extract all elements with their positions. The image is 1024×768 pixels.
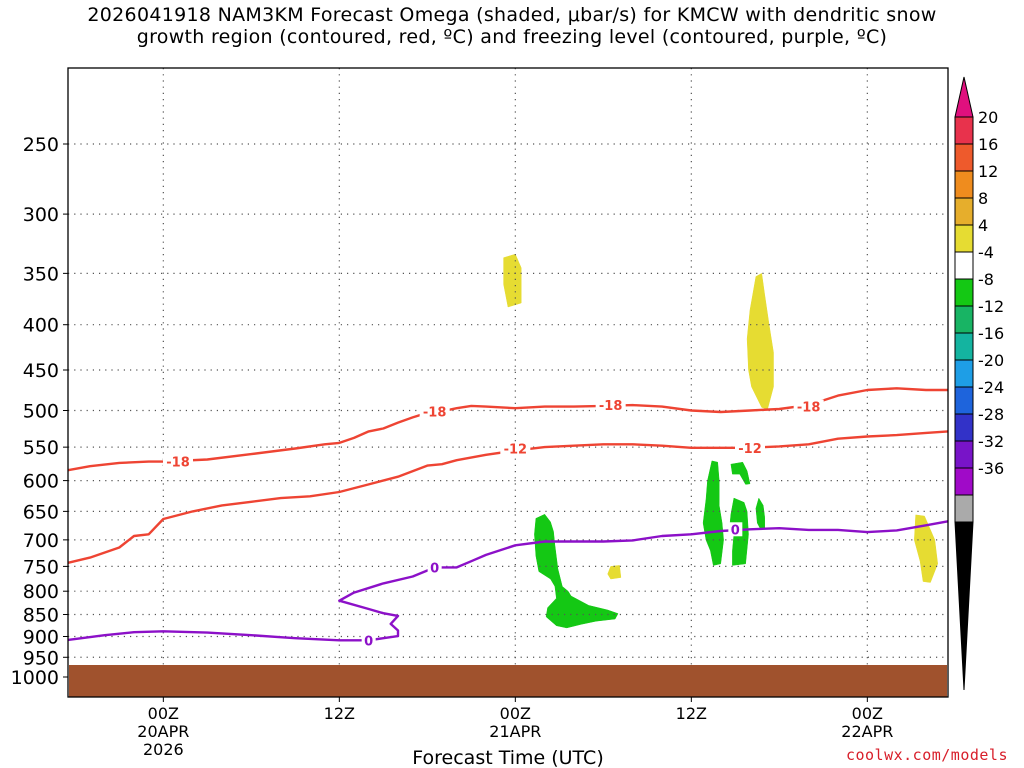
x-tick-sublabel: 20APR xyxy=(137,722,189,741)
colorbar-label: -28 xyxy=(978,405,1004,424)
y-tick-label: 250 xyxy=(23,134,59,156)
omega-region-4 xyxy=(534,513,619,629)
colorbar-swatch-9 xyxy=(954,359,974,388)
colorbar: 20 16 12 8 4 -4 -8 -12 -16 -20 -24 -28 -32 -36 xyxy=(954,76,1004,691)
colorbar-label: -20 xyxy=(978,351,1004,370)
colorbar-label: 4 xyxy=(978,216,988,235)
colorbar-label: 8 xyxy=(978,189,988,208)
x-tick-sublabel: 22APR xyxy=(841,722,893,741)
colorbar-swatch-13 xyxy=(954,467,974,496)
colorbar-swatch-12 xyxy=(954,440,974,469)
colorbar-label: 20 xyxy=(978,108,998,127)
omega-shading xyxy=(503,253,938,629)
omega-region-6 xyxy=(730,461,751,485)
x-tick-label: 00Z xyxy=(148,704,179,723)
x-axis-label: Forecast Time (UTC) xyxy=(412,747,603,768)
contour-lines: -18 -18 -18 -18 -12 -12 0 0 0 xyxy=(67,387,949,649)
y-tick-label: 350 xyxy=(23,263,59,285)
colorbar-swatch-4 xyxy=(954,224,974,253)
colorbar-label: -16 xyxy=(978,324,1004,343)
chart-title: 2026041918 NAM3KM Forecast Omega (shaded… xyxy=(0,4,1024,48)
colorbar-top-triangle xyxy=(954,76,974,118)
contour-label-bg-0-1 xyxy=(361,633,376,648)
colorbar-swatch-11 xyxy=(954,413,974,442)
colorbar-swatch-3 xyxy=(954,197,974,226)
contour-label-bg--18-0 xyxy=(163,454,193,469)
x-tick-label: 12Z xyxy=(676,704,707,723)
contour-label-bg--12-0 xyxy=(500,441,531,456)
ground-fill xyxy=(69,665,947,697)
contour-label-0: 0 xyxy=(364,634,373,649)
colorbar-swatch-1 xyxy=(954,143,974,172)
x-tick-label: 00Z xyxy=(852,704,883,723)
contour-label-bg-0-2 xyxy=(728,522,743,537)
contour-label--18: -18 xyxy=(166,456,190,471)
plot-frame xyxy=(67,67,949,698)
contour-label-bg--18-3 xyxy=(793,399,824,414)
x-tick-sublabel: 21APR xyxy=(489,722,541,741)
y-tick-label: 950 xyxy=(23,647,59,669)
x-tick-label: 00Z xyxy=(500,704,531,723)
contour-label--12: -12 xyxy=(504,443,528,458)
x-tick-sublabel: 2026 xyxy=(143,740,184,759)
y-tick-label: 550 xyxy=(23,437,59,459)
x-tick-label: 12Z xyxy=(324,704,355,723)
colorbar-swatch-10 xyxy=(954,386,974,415)
y-tick-label: 750 xyxy=(23,556,59,578)
title-line-2: growth region (contoured, red, ºC) and f… xyxy=(136,26,888,48)
colorbar-swatch-0 xyxy=(954,116,974,145)
omega-region-5 xyxy=(702,460,724,566)
colorbar-label: 12 xyxy=(978,162,998,181)
y-tick-label: 850 xyxy=(23,605,59,627)
y-tick-label: 500 xyxy=(23,401,59,423)
contour-0 xyxy=(67,520,949,642)
contour-label--18: -18 xyxy=(797,401,821,416)
colorbar-label: -8 xyxy=(978,270,994,289)
contour-label--18: -18 xyxy=(599,399,623,414)
y-tick-label: 300 xyxy=(23,204,59,226)
colorbar-swatch-2 xyxy=(954,170,974,199)
colorbar-swatch-7 xyxy=(954,305,974,334)
omega-region-2 xyxy=(607,565,622,580)
contour-label-bg--12-1 xyxy=(735,440,765,455)
contour-label-bg-0-0 xyxy=(427,560,442,575)
y-tick-label: 800 xyxy=(23,581,59,603)
contour--18 xyxy=(67,387,948,472)
y-tick-label: 450 xyxy=(23,360,59,382)
contour-label-bg--18-1 xyxy=(419,404,450,419)
colorbar-swatch-6 xyxy=(954,278,974,307)
y-tick-label: 600 xyxy=(23,471,59,493)
y-tick-label: 400 xyxy=(23,315,59,337)
omega-region-1 xyxy=(746,273,774,410)
grid-lines xyxy=(68,68,948,697)
title-line-1: 2026041918 NAM3KM Forecast Omega (shaded… xyxy=(87,4,937,26)
omega-region-8 xyxy=(755,497,765,529)
contour-label-bg--18-2 xyxy=(595,398,626,413)
colorbar-bottom-triangle xyxy=(954,521,974,691)
colorbar-label: -12 xyxy=(978,297,1004,316)
y-tick-label: 700 xyxy=(23,530,59,552)
colorbar-label: -24 xyxy=(978,378,1004,397)
colorbar-label: -4 xyxy=(978,243,994,262)
omega-region-0 xyxy=(503,253,522,308)
y-tick-label: 650 xyxy=(23,501,59,523)
colorbar-swatch-8 xyxy=(954,332,974,361)
contour-label--12: -12 xyxy=(738,442,762,457)
contour-label-0: 0 xyxy=(731,523,740,538)
colorbar-label: -32 xyxy=(978,432,1004,451)
colorbar-swatch-5 xyxy=(954,251,974,280)
y-tick-label: 900 xyxy=(23,626,59,648)
y-tick-label: 1000 xyxy=(11,667,59,689)
colorbar-label: 16 xyxy=(978,135,998,154)
y-axis: 2503003504004505005506006507007508008509… xyxy=(11,134,68,689)
contour-label-0: 0 xyxy=(430,561,439,576)
colorbar-swatch-14 xyxy=(954,494,974,523)
colorbar-label: -36 xyxy=(978,459,1004,478)
contour--12 xyxy=(67,430,949,564)
source-credit: coolwx.com/models xyxy=(845,746,1008,764)
contour-label--18: -18 xyxy=(423,405,447,420)
